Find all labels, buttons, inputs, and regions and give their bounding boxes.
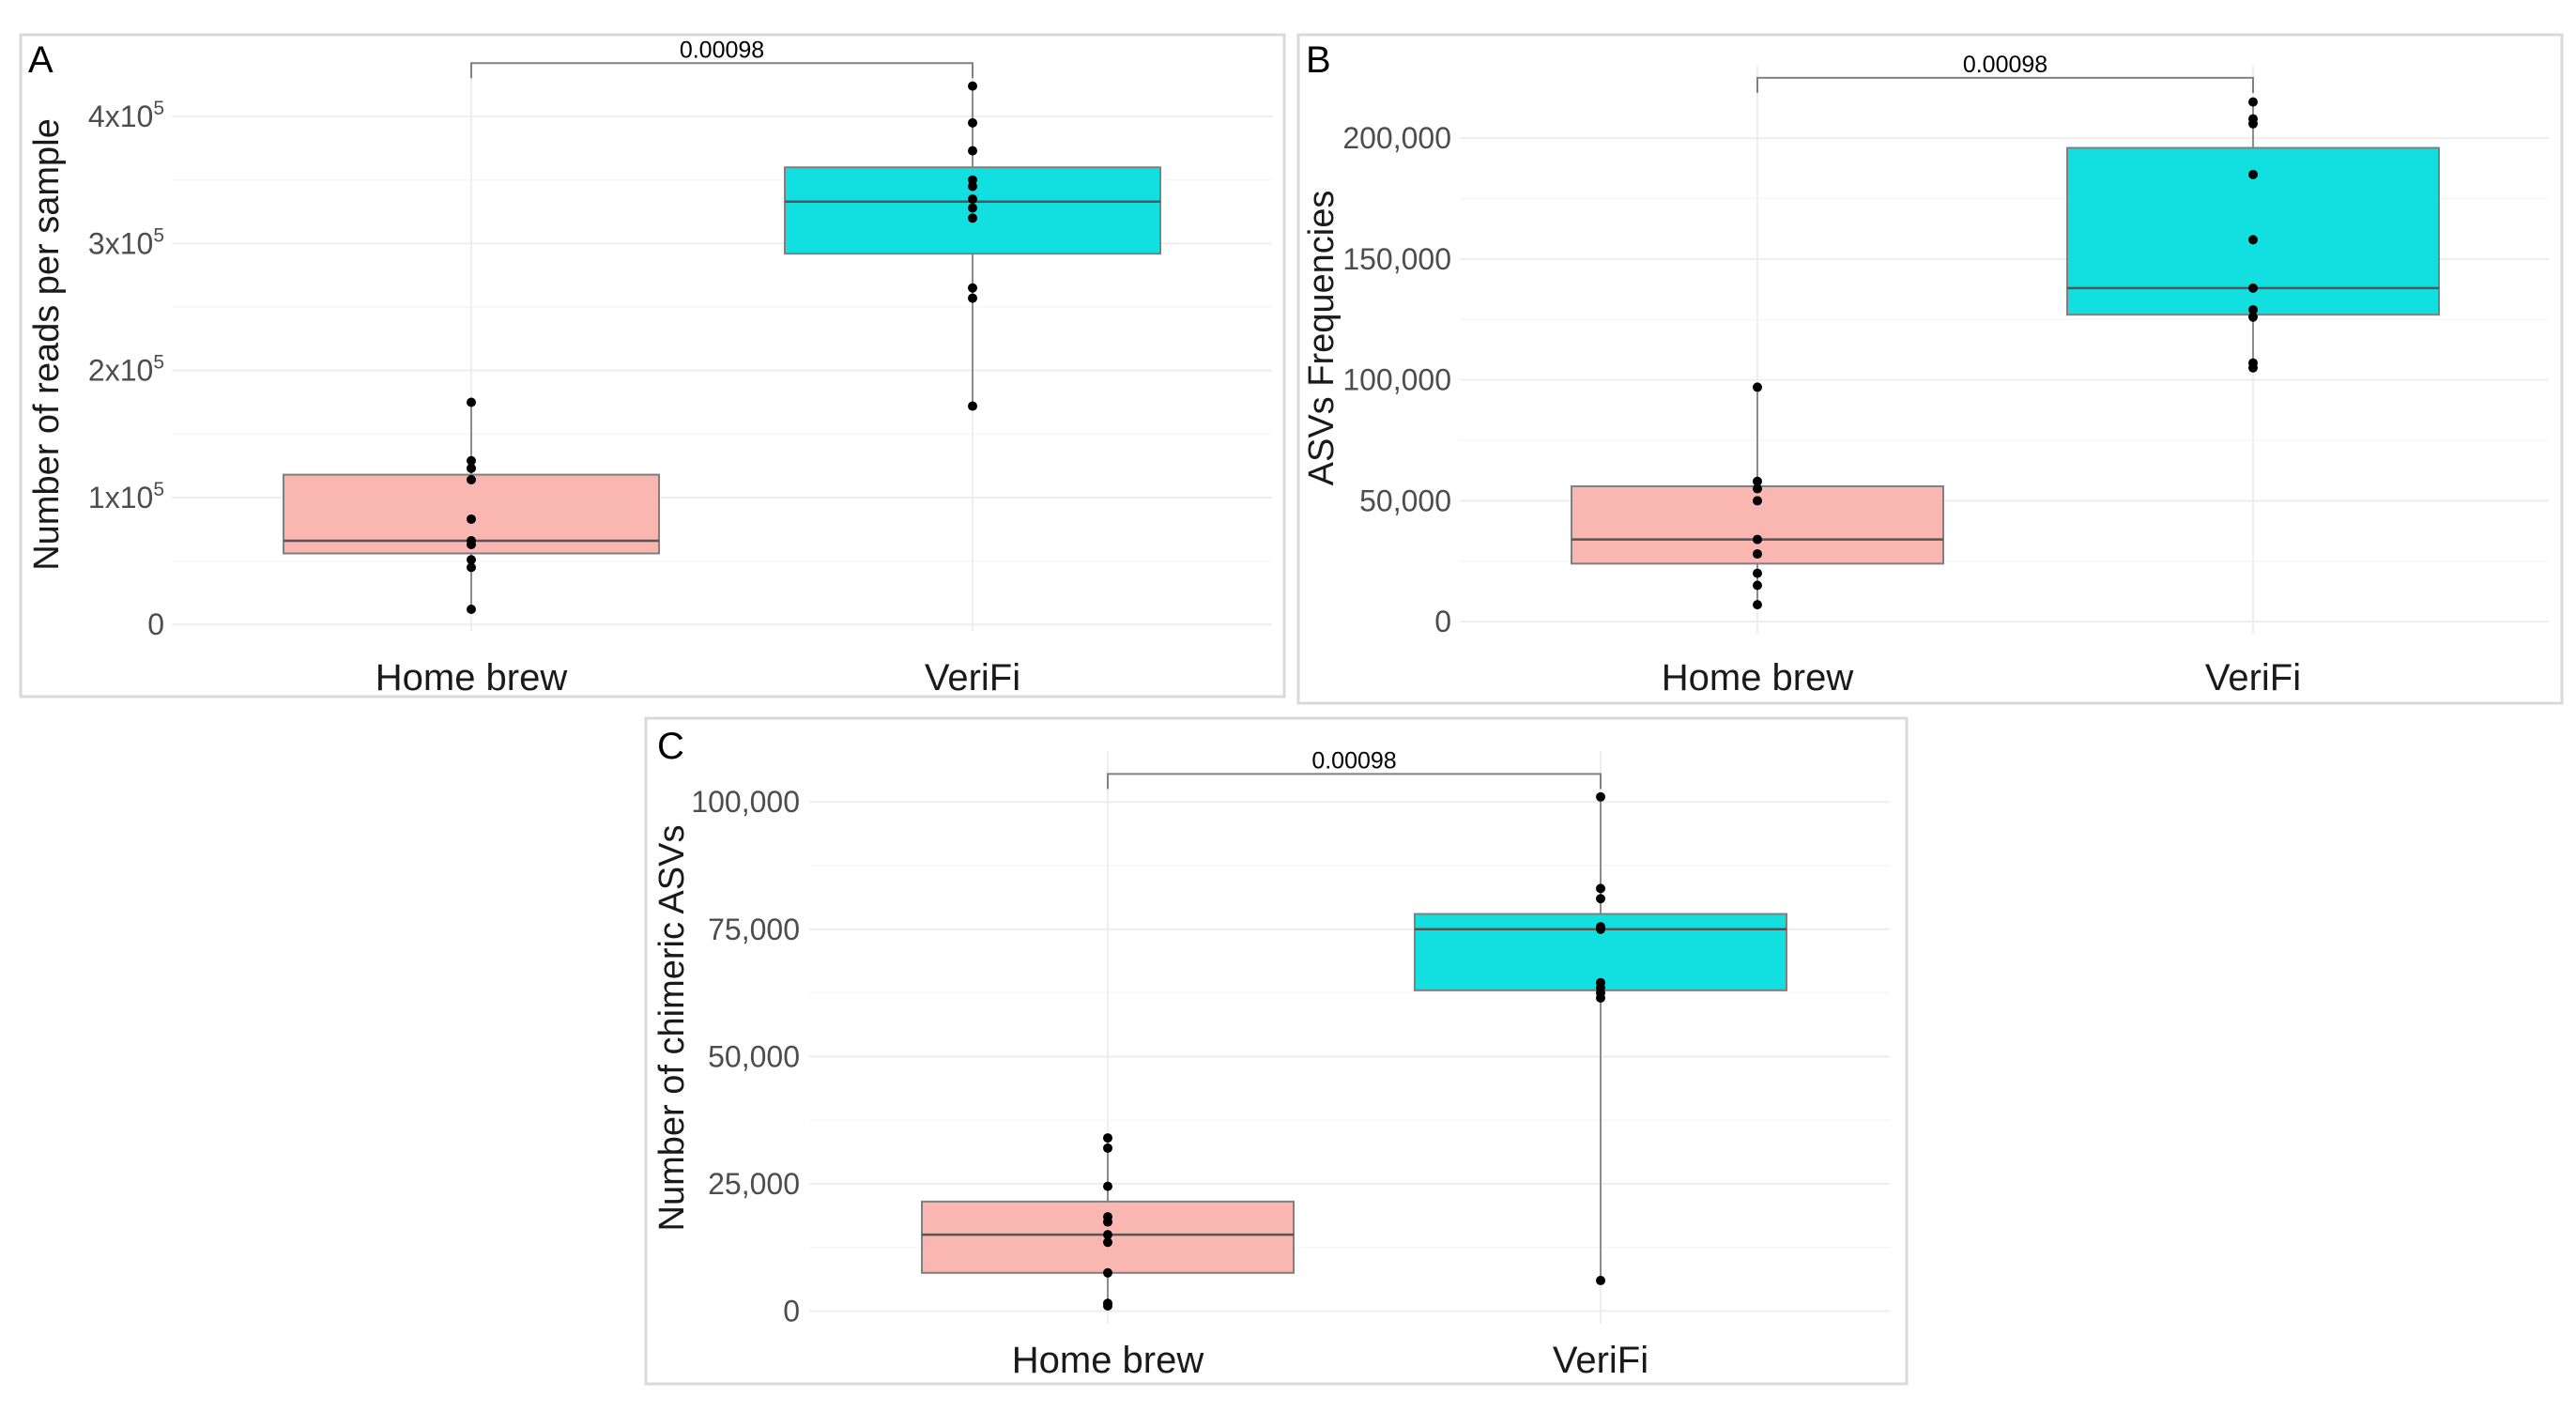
box-home-brew <box>283 397 660 615</box>
data-point <box>1753 549 1762 560</box>
data-point <box>2248 362 2258 373</box>
x-category-label: VeriFi <box>2205 657 2301 698</box>
panel-letter: A <box>28 39 54 81</box>
y-tick-label: 150,000 <box>1342 242 1451 276</box>
panel-frame <box>1296 33 2564 705</box>
data-point <box>2248 305 2258 315</box>
data-point <box>467 540 476 550</box>
panel-frame <box>19 33 1286 698</box>
data-point <box>467 397 476 407</box>
box-home-brew <box>1571 382 1944 610</box>
box-home-brew <box>921 1133 1295 1312</box>
data-point <box>1753 568 1762 578</box>
y-tick-label: 100,000 <box>691 785 800 819</box>
data-point <box>2248 283 2258 293</box>
data-point <box>1753 476 1762 486</box>
x-category-label: Home brew <box>376 657 568 698</box>
data-point <box>1596 924 1605 934</box>
y-tick-label: 0 <box>1434 605 1451 638</box>
x-category-label: Home brew <box>1662 657 1854 698</box>
y-axis-label: ASVs Frequencies <box>1302 191 1342 486</box>
data-point <box>1596 883 1605 894</box>
data-point <box>467 555 476 565</box>
y-tick-label: 200,000 <box>1342 121 1451 155</box>
y-tick-label: 2x105 <box>88 352 164 388</box>
data-point <box>1596 1275 1605 1285</box>
data-point <box>467 562 476 573</box>
significance-bracket <box>470 62 974 79</box>
data-point <box>968 203 977 213</box>
data-point <box>1103 1181 1112 1191</box>
panel-letter: B <box>1306 39 1331 81</box>
y-tick-label: 25,000 <box>708 1167 800 1201</box>
data-point <box>968 117 977 128</box>
data-point <box>1753 600 1762 610</box>
data-point <box>1596 791 1605 802</box>
data-point <box>1753 534 1762 545</box>
data-point <box>1103 1237 1112 1248</box>
data-point <box>1596 992 1605 1003</box>
panel-letter: C <box>657 726 684 767</box>
data-point <box>968 81 977 91</box>
x-category-label: Home brew <box>1012 1340 1204 1381</box>
y-tick-label: 50,000 <box>708 1039 800 1073</box>
data-point <box>1753 382 1762 392</box>
data-point <box>467 605 476 615</box>
y-axis-label: Number of reads per sample <box>27 118 67 571</box>
data-point <box>2248 235 2258 245</box>
data-point <box>1753 496 1762 506</box>
significance-bracket <box>1107 773 1602 790</box>
y-tick-label: 100,000 <box>1342 363 1451 397</box>
y-tick-label: 4x105 <box>88 98 164 133</box>
data-point <box>968 181 977 192</box>
data-point <box>467 463 476 473</box>
p-value-label: 0.00098 <box>1963 52 2047 78</box>
data-point <box>968 146 977 156</box>
y-tick-label: 0 <box>783 1294 800 1328</box>
data-point <box>467 475 476 485</box>
panel-B: 0 50,000 100,000 150,000 200,000 ASVs Frequen… <box>1296 33 2564 705</box>
significance-bracket <box>1756 76 2254 93</box>
p-value-label: 0.00098 <box>1311 747 1396 774</box>
data-point <box>1103 1217 1112 1227</box>
data-point <box>2248 312 2258 322</box>
data-point <box>1103 1133 1112 1143</box>
p-value-label: 0.00098 <box>680 37 764 63</box>
y-axis-label: Number of chimeric ASVs <box>652 825 692 1232</box>
data-point <box>2248 97 2258 107</box>
y-tick-label: 50,000 <box>1359 483 1451 517</box>
x-category-label: VeriFi <box>1553 1340 1648 1381</box>
y-tick-label: 0 <box>147 607 164 641</box>
data-point <box>1103 1143 1112 1153</box>
panel-A: 0 1x105 2x105 3x105 4x105 Number of reads per… <box>19 33 1286 698</box>
y-tick-label: 3x105 <box>88 224 164 260</box>
box-verifi <box>784 81 1161 411</box>
box-verifi <box>1414 791 1787 1285</box>
data-point <box>467 455 476 466</box>
data-point <box>1753 580 1762 591</box>
y-tick-label: 1x105 <box>88 479 164 514</box>
data-point <box>467 514 476 524</box>
x-category-label: VeriFi <box>925 657 1020 698</box>
panel-frame <box>644 716 1909 1386</box>
data-point <box>1103 1267 1112 1278</box>
data-point <box>1596 894 1605 904</box>
y-tick-label: 75,000 <box>708 913 800 946</box>
data-point <box>968 401 977 411</box>
box-verifi <box>2066 97 2440 373</box>
data-point <box>1103 1301 1112 1312</box>
data-point <box>1103 1230 1112 1240</box>
data-point <box>1753 483 1762 494</box>
data-point <box>968 194 977 205</box>
data-point <box>968 283 977 293</box>
panel-C: 0 25,000 50,000 75,000 100,000 Number of chim… <box>644 716 1909 1386</box>
data-point <box>2248 118 2258 129</box>
data-point <box>968 293 977 303</box>
data-point <box>968 213 977 223</box>
data-point <box>2248 169 2258 179</box>
